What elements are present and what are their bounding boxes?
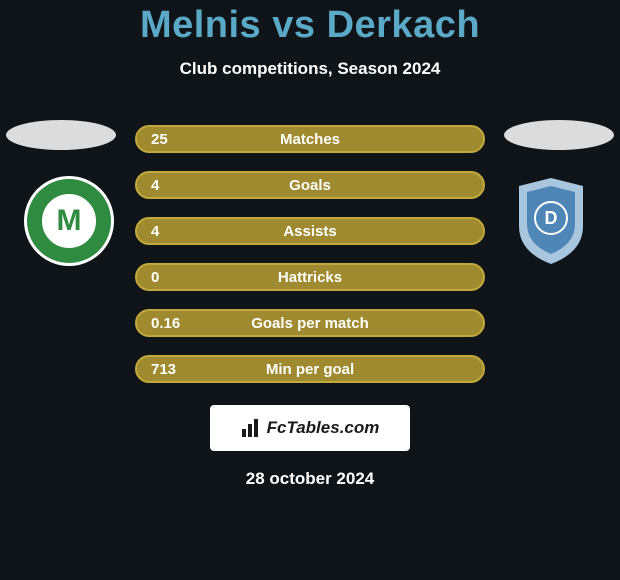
stat-value-left: 0.16	[151, 315, 199, 332]
stat-label: Goals	[289, 177, 331, 194]
stat-value-left: 0	[151, 269, 199, 286]
comparison-card: Melnis vs Derkach Club competitions, Sea…	[0, 0, 620, 580]
date-text: 28 october 2024	[246, 469, 375, 489]
stat-label: Assists	[283, 223, 336, 240]
stat-row: 4 Goals	[135, 171, 485, 199]
stat-label: Goals per match	[251, 315, 369, 332]
stat-row: 713 Min per goal	[135, 355, 485, 383]
stat-row: 25 Matches	[135, 125, 485, 153]
stat-value-left: 713	[151, 361, 199, 378]
branding-text: FcTables.com	[267, 418, 380, 438]
stat-label: Matches	[280, 131, 340, 148]
branding-badge: FcTables.com	[210, 405, 410, 451]
stat-row: 0.16 Goals per match	[135, 309, 485, 337]
page-title: Melnis vs Derkach	[140, 4, 480, 47]
stat-label: Min per goal	[266, 361, 354, 378]
stat-row: 0 Hattricks	[135, 263, 485, 291]
subtitle: Club competitions, Season 2024	[180, 59, 441, 79]
bar-chart-icon	[241, 419, 261, 437]
stats-list: 25 Matches 4 Goals 4 Assists 0 Hattricks…	[0, 125, 620, 383]
stat-value-left: 25	[151, 131, 199, 148]
stat-label: Hattricks	[278, 269, 342, 286]
stat-value-left: 4	[151, 223, 199, 240]
stat-value-left: 4	[151, 177, 199, 194]
stat-row: 4 Assists	[135, 217, 485, 245]
